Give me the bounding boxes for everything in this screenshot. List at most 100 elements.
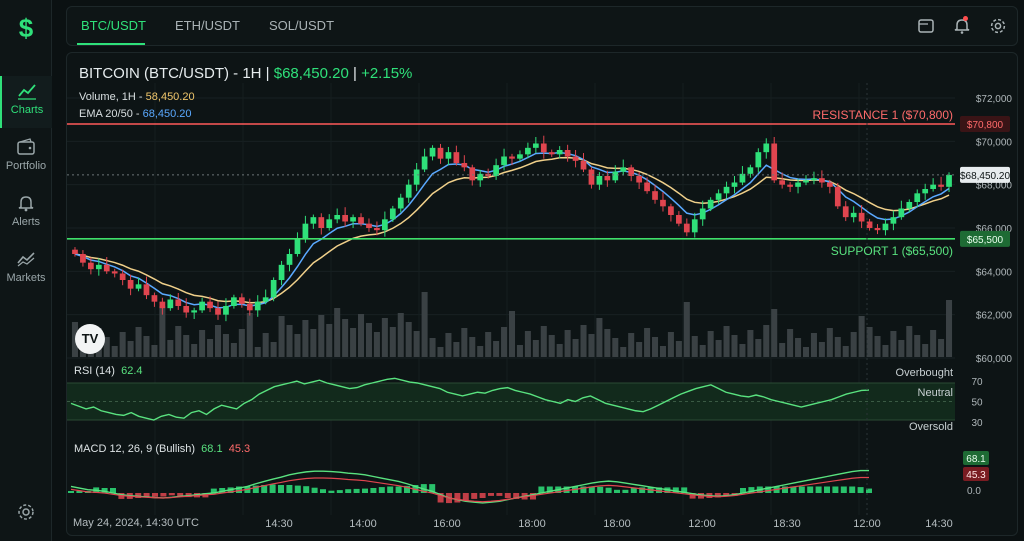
volume-bar bbox=[214, 325, 222, 357]
time-tick-label: 16:00 bbox=[433, 518, 461, 530]
volume-bar bbox=[342, 319, 349, 357]
candle-body bbox=[866, 221, 873, 228]
ema-info: EMA 20/50 - 68,450.20 bbox=[79, 108, 192, 120]
volume-bar bbox=[620, 347, 627, 357]
volume-bar bbox=[906, 326, 913, 357]
macd-histogram-bar bbox=[160, 493, 167, 497]
tab-btc-usdt[interactable]: BTC/USDT bbox=[81, 18, 146, 33]
candle-body bbox=[215, 308, 221, 315]
volume-bar bbox=[540, 326, 547, 357]
volume-bar bbox=[508, 311, 516, 357]
candle-body bbox=[477, 173, 484, 181]
candle-body bbox=[676, 215, 682, 224]
candle-body bbox=[278, 264, 285, 280]
volume-bar bbox=[866, 327, 873, 357]
macd-histogram-bar bbox=[210, 488, 217, 493]
volume-bar bbox=[731, 335, 738, 357]
candle-body bbox=[175, 299, 182, 306]
volume-bar bbox=[262, 333, 269, 357]
candle-body bbox=[548, 152, 555, 155]
candle-body bbox=[811, 178, 817, 181]
rsi-label: RSI (14) 62.4 bbox=[74, 365, 143, 377]
candle-body bbox=[397, 197, 404, 209]
macd-label: MACD 12, 26, 9 (Bullish) 68.1 45.3 bbox=[74, 443, 250, 455]
macd-histogram-bar bbox=[252, 485, 259, 493]
volume-bar bbox=[842, 346, 849, 357]
time-tick-label: 14:30 bbox=[265, 518, 293, 530]
macd-histogram-bar bbox=[294, 485, 301, 493]
bell-icon[interactable] bbox=[953, 17, 971, 35]
gear-icon[interactable] bbox=[16, 502, 36, 522]
volume-bar bbox=[302, 320, 309, 357]
active-tab-indicator bbox=[77, 43, 145, 45]
volume-bar bbox=[71, 322, 78, 357]
volume-bar bbox=[310, 329, 317, 357]
macd-histogram-bar bbox=[597, 486, 604, 493]
volume-bar bbox=[294, 334, 301, 357]
candle-body bbox=[652, 191, 658, 200]
volume-bar bbox=[771, 309, 778, 357]
candle-body bbox=[771, 143, 778, 181]
macd-histogram-bar bbox=[782, 486, 788, 493]
macd-histogram-bar bbox=[76, 491, 83, 493]
volume-bar bbox=[270, 342, 277, 357]
sidebar-item-markets[interactable]: Markets bbox=[0, 244, 52, 296]
macd-histogram-bar bbox=[866, 488, 872, 493]
tab-eth-usdt[interactable]: ETH/USDT bbox=[175, 18, 240, 33]
tab-sol-usdt[interactable]: SOL/USDT bbox=[269, 18, 335, 33]
symbol-tab-bar: BTC/USDT ETH/USDT SOL/USDT bbox=[66, 6, 1018, 46]
candle-body bbox=[525, 147, 531, 155]
candle-body bbox=[819, 178, 825, 183]
resistance-label: RESISTANCE 1 ($70,800) bbox=[812, 108, 953, 122]
last-price-tag: $68,450.20 bbox=[960, 171, 1010, 182]
volume-bar bbox=[795, 338, 802, 357]
candle-body bbox=[532, 143, 539, 148]
app-logo[interactable]: $ bbox=[18, 13, 34, 43]
candle-body bbox=[501, 156, 507, 166]
macd-histogram-bar bbox=[345, 489, 352, 493]
volume-bar bbox=[429, 338, 436, 357]
volume-bar bbox=[183, 335, 190, 357]
sidebar-item-portfolio[interactable]: Portfolio bbox=[0, 132, 52, 184]
window-icon[interactable] bbox=[917, 17, 935, 35]
sidebar-item-label: Markets bbox=[6, 272, 46, 284]
candle-body bbox=[143, 284, 150, 296]
volume-bar bbox=[191, 344, 198, 357]
volume-bar bbox=[246, 313, 253, 357]
macd-histogram-bar bbox=[387, 486, 394, 493]
volume-bar bbox=[802, 347, 810, 357]
gear-icon[interactable] bbox=[989, 17, 1007, 35]
macd-histogram-bar bbox=[546, 486, 553, 493]
price-chart[interactable]: $72,000 $70,000 $68,000 $66,000 $64,000 $62,0… bbox=[67, 53, 1018, 536]
current-price: $68,450.20 bbox=[273, 65, 349, 82]
volume-bar bbox=[254, 347, 261, 357]
sidebar-item-charts[interactable]: Charts bbox=[0, 76, 52, 128]
volume-label: Volume, 1H - bbox=[79, 91, 143, 103]
candle-body bbox=[842, 206, 849, 218]
candle-body bbox=[731, 182, 738, 187]
macd-histogram-bar bbox=[798, 486, 805, 493]
rsi-neutral-label: Neutral bbox=[917, 387, 953, 399]
macd-histogram-bar bbox=[689, 493, 696, 499]
sidebar-item-alerts[interactable]: Alerts bbox=[0, 188, 52, 240]
macd-histogram-bar bbox=[353, 488, 360, 493]
macd-histogram-bar bbox=[261, 485, 268, 493]
candle-body bbox=[668, 206, 674, 215]
volume-bar bbox=[421, 292, 428, 357]
price-tick-label: $72,000 bbox=[976, 94, 1013, 105]
price-tick-label: $68,000 bbox=[976, 181, 1013, 192]
volume-bar bbox=[159, 306, 166, 357]
candle-body bbox=[453, 152, 460, 163]
candle-body bbox=[207, 301, 213, 309]
candle-body bbox=[834, 186, 841, 207]
rsi-value: 62.4 bbox=[121, 365, 143, 377]
volume-bar bbox=[874, 336, 881, 357]
volume-bar bbox=[119, 332, 126, 357]
candle-body bbox=[334, 215, 341, 220]
candle-body bbox=[382, 219, 388, 231]
sidebar-item-label: Alerts bbox=[11, 216, 41, 228]
candle-body bbox=[167, 299, 174, 309]
candle-body bbox=[914, 193, 921, 202]
volume-bar bbox=[135, 327, 142, 357]
macd-histogram-bar bbox=[807, 486, 814, 493]
